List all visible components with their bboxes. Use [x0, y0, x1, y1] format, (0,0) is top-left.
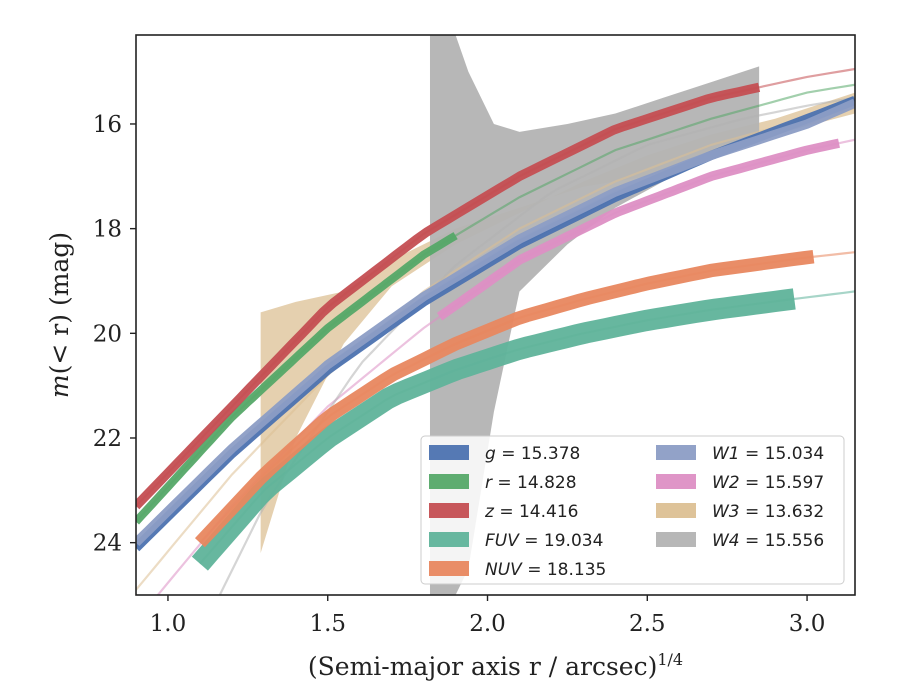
y-tick-label: 16 — [93, 112, 122, 138]
legend-label-r: r = 14.828 — [485, 473, 577, 493]
legend-label-w3: W3 = 13.632 — [712, 502, 824, 522]
legend: g = 15.378 r = 14.828 z = 14.416 FUV = 19.0… — [420, 435, 845, 585]
x-axis-label: (Semi-major axis r / arcsec)1/4 — [308, 650, 683, 681]
y-tick-label: 22 — [93, 426, 122, 452]
y-axis-label: m(< r) (mag) — [45, 232, 74, 398]
legend-swatch-nuv — [429, 561, 469, 576]
legend-swatch-w2 — [656, 474, 696, 489]
y-tick-label: 24 — [93, 531, 122, 557]
bold-measurement-curves — [136, 82, 855, 571]
model-curve-w3 — [136, 107, 855, 591]
series-w1 — [136, 98, 855, 547]
legend-label-nuv: NUV = 18.135 — [485, 560, 606, 580]
x-tick-label: 1.0 — [150, 611, 187, 637]
x-tick-label: 1.5 — [309, 611, 346, 637]
series-r — [136, 232, 458, 525]
legend-label-z: z = 14.416 — [484, 502, 578, 522]
series-w2 — [436, 138, 840, 321]
legend-swatch-fuv — [429, 532, 469, 547]
x-tick-label: 2.5 — [629, 611, 666, 637]
legend-label-g: g = 15.378 — [485, 444, 580, 464]
legend-swatch-w3 — [656, 503, 696, 518]
legend-swatch-z — [429, 503, 469, 518]
legend-label-fuv: FUV = 19.034 — [485, 531, 603, 551]
legend-swatch-w4 — [656, 532, 696, 547]
series-nuv — [194, 250, 815, 548]
plot-frame — [135, 34, 856, 596]
y-tick-label: 20 — [93, 321, 122, 347]
x-tick-label: 2.0 — [469, 611, 506, 637]
band-w4 — [429, 35, 760, 595]
legend-box — [420, 435, 845, 585]
uncertainty-bands — [260, 35, 855, 595]
x-tick-label: 3.0 — [789, 611, 826, 637]
series-z — [136, 82, 761, 510]
legend-swatch-g — [429, 445, 469, 460]
legend-label-w4: W4 = 15.556 — [712, 531, 824, 551]
axis-ticks: 1.0 1.5 2.0 2.5 3.0 16 18 20 22 24 — [93, 112, 826, 637]
y-tick-label: 18 — [93, 217, 122, 243]
series-fuv — [191, 288, 796, 571]
legend-label-w1: W1 = 15.034 — [712, 444, 824, 464]
legend-label-w2: W2 = 15.597 — [712, 473, 824, 493]
legend-swatch-w1 — [656, 445, 696, 460]
legend-swatch-r — [429, 474, 469, 489]
